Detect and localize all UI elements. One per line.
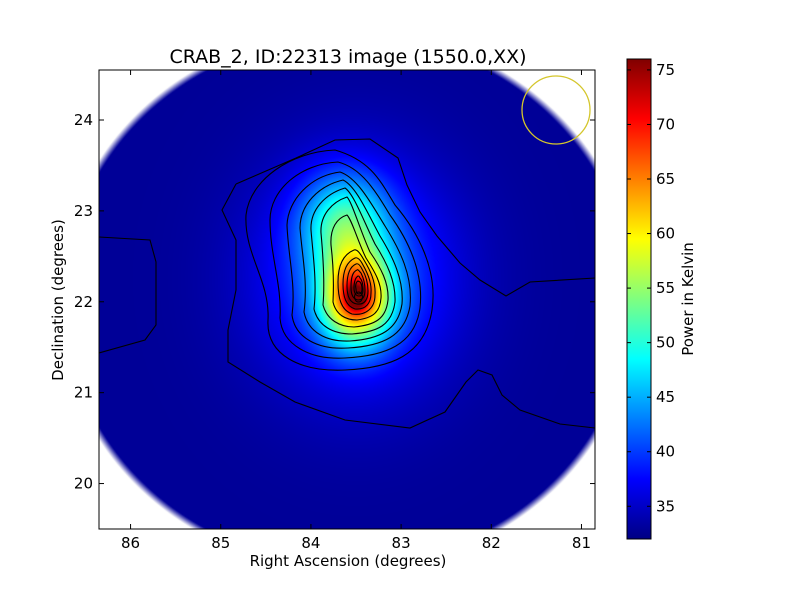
x-tick-label: 82: [482, 534, 501, 552]
y-axis: 20 21 22 23 24: [74, 111, 595, 493]
y-tick-label: 22: [74, 293, 93, 311]
colorbar-tick-label: 55: [656, 279, 675, 297]
y-axis-label: Declination (degrees): [49, 219, 67, 381]
beam-ellipse-marker: [521, 75, 591, 145]
colorbar-tick-label: 35: [656, 497, 675, 515]
colorbar-tick-label: 50: [656, 334, 675, 352]
colorbar-tick-label: 65: [656, 170, 675, 188]
contour-line: [245, 149, 434, 371]
contour-line: [310, 187, 396, 335]
x-tick-label: 86: [121, 534, 140, 552]
x-tick-label: 84: [301, 534, 320, 552]
y-tick-label: 21: [74, 384, 93, 402]
contour-line: [299, 179, 403, 342]
x-axis: 86 85 84 83 82 81: [121, 70, 591, 552]
contour-line: [355, 280, 363, 295]
contour-lines: [99, 138, 595, 429]
x-tick-label: 81: [572, 534, 591, 552]
colorbar-tick-label: 60: [656, 225, 675, 243]
y-tick-label: 20: [74, 475, 93, 493]
contour-line: [346, 263, 369, 305]
x-axis-label: Right Ascension (degrees): [250, 552, 447, 570]
contour-line: [337, 249, 376, 315]
colorbar-tick-label: 75: [656, 61, 675, 79]
contour-line: [235, 138, 595, 297]
plot-frame: [98, 69, 596, 530]
contour-line: [221, 183, 595, 429]
colorbar-tick-label: 45: [656, 388, 675, 406]
heatmap-image: [99, 70, 595, 529]
contour-line: [350, 269, 366, 301]
colorbar-tick-label: 40: [656, 443, 675, 461]
chart-title: CRAB_2, ID:22313 image (1550.0,XX): [169, 46, 526, 68]
contour-peak: [353, 291, 364, 303]
contour-line: [320, 196, 389, 328]
colorbar: [626, 58, 652, 540]
y-tick-label: 23: [74, 202, 93, 220]
contour-line: [342, 257, 372, 310]
contour-line: [286, 171, 411, 349]
contour-line: [330, 214, 382, 321]
contour-line: [99, 236, 157, 354]
y-tick-label: 24: [74, 111, 93, 129]
colorbar-label: Power in Kelvin: [679, 242, 697, 356]
x-tick-label: 83: [392, 534, 411, 552]
contour-line: [269, 161, 422, 359]
colorbar-axis: 35 40 45 50 55 60 65 70 75: [627, 61, 675, 515]
colorbar-tick-label: 70: [656, 115, 675, 133]
x-tick-label: 85: [211, 534, 230, 552]
